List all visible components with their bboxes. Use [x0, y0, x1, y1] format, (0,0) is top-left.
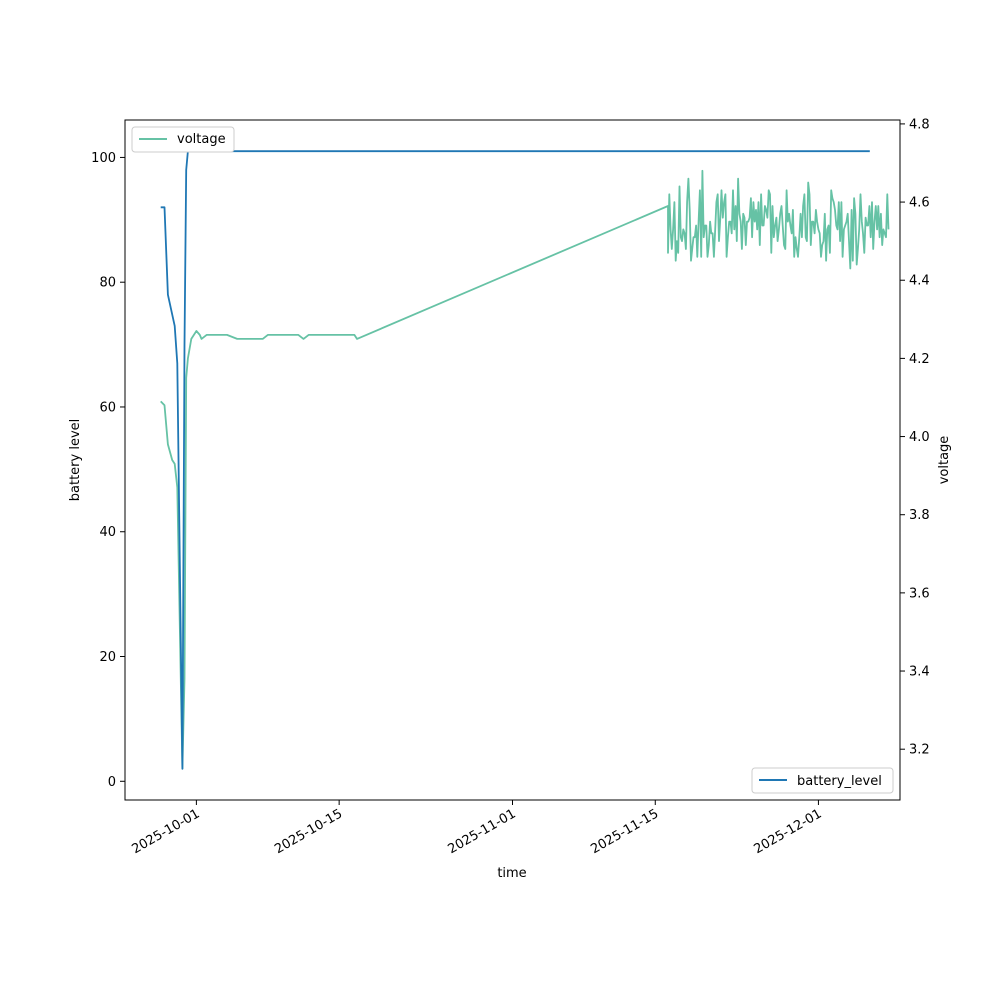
right-y-tick-label: 4.6: [909, 196, 930, 211]
right-y-tick-label: 3.6: [909, 586, 930, 601]
right-y-tick-label: 4.8: [909, 117, 930, 132]
left-y-tick-label: 40: [99, 525, 116, 540]
left-y-tick-label: 100: [91, 151, 116, 166]
x-axis-label: time: [497, 866, 526, 881]
legend-battery-level: battery_level: [751, 767, 894, 794]
series-line-voltage: [160, 169, 890, 770]
left-y-axis-label: battery level: [68, 419, 83, 502]
legend-battery-level-label: battery_level: [797, 774, 882, 789]
legend-voltage: voltage: [131, 126, 235, 153]
left-y-tick-label: 60: [99, 400, 116, 415]
legend-voltage-label: voltage: [177, 132, 226, 147]
legend-battery-level-box: [751, 767, 894, 794]
plot-area: [160, 150, 890, 770]
right-y-tick-label: 3.8: [909, 508, 930, 523]
right-y-tick-label: 4.2: [909, 352, 930, 367]
right-y-tick-label: 4.0: [909, 430, 930, 445]
left-y-tick-label: 0: [108, 775, 116, 790]
right-y-tick-label: 3.4: [909, 665, 930, 680]
right-y-tick-label: 3.2: [909, 743, 930, 758]
left-y-tick-label: 80: [99, 276, 116, 291]
left-y-tick-label: 20: [99, 650, 116, 665]
legend-voltage-box: [131, 126, 235, 153]
series-line-battery-level: [160, 150, 870, 770]
right-y-tick-label: 4.4: [909, 274, 930, 289]
right-y-axis-label: voltage: [937, 436, 952, 485]
